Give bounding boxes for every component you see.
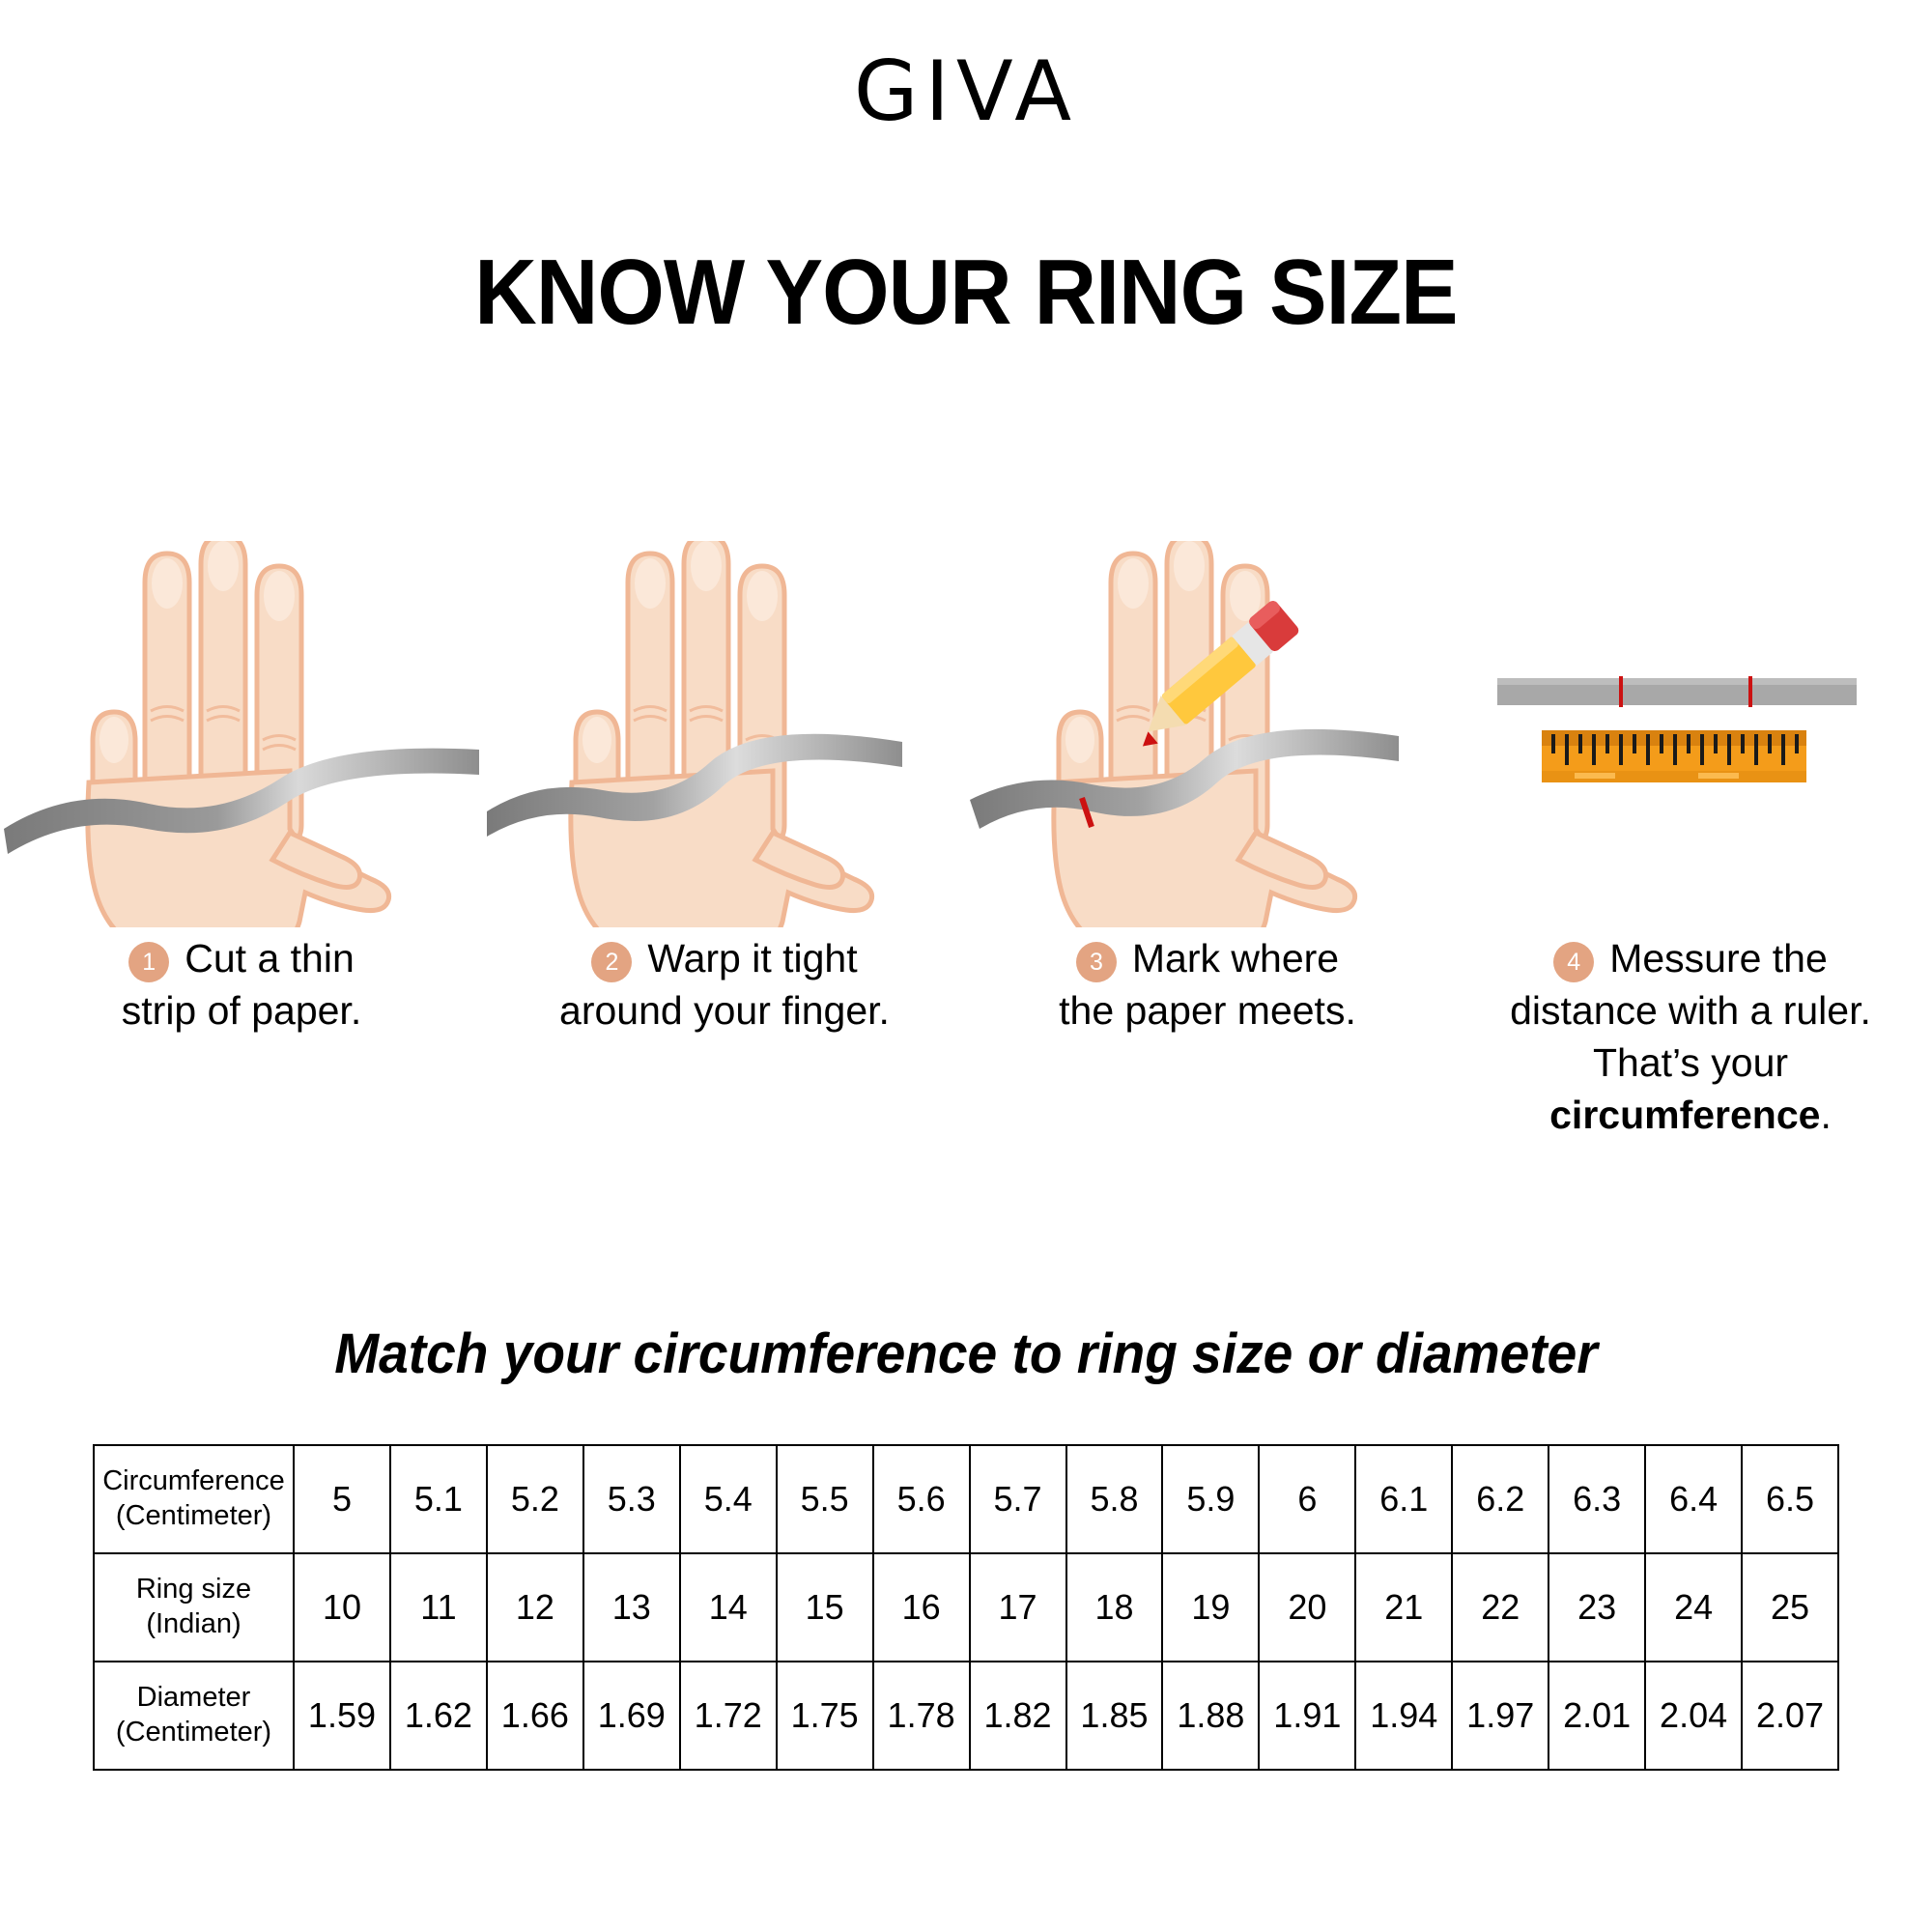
size-table-wrapper: Circumference (Centimeter) 5 5.1 5.2 5.3 … xyxy=(93,1444,1839,1771)
cell: 21 xyxy=(1354,1552,1454,1662)
step-2-badge: 2 xyxy=(591,942,633,982)
hand-with-paper-strip-icon xyxy=(0,541,483,927)
cell: 2.04 xyxy=(1644,1661,1744,1771)
cell: 23 xyxy=(1548,1552,1647,1662)
ring-size-table: Circumference (Centimeter) 5 5.1 5.2 5.3 … xyxy=(93,1444,1839,1771)
step-captions-row: 1 Cut a thin strip of paper. 2 Warp it tig… xyxy=(0,932,1932,1137)
cell: 22 xyxy=(1451,1552,1550,1662)
cell: 1.69 xyxy=(582,1661,681,1771)
pencil-icon xyxy=(1142,601,1299,747)
cell: 18 xyxy=(1065,1552,1164,1662)
step-3-caption: 3 Mark where the paper meets. xyxy=(966,932,1449,1125)
cell: 5.4 xyxy=(678,1444,778,1554)
cell: 1.88 xyxy=(1161,1661,1261,1771)
step-4-caption: 4 Messure the distance with a ruler. That… xyxy=(1449,932,1932,1137)
step-3-badge: 3 xyxy=(1075,942,1117,982)
hand-pencil-mark-icon xyxy=(966,541,1449,927)
cell: 20 xyxy=(1258,1552,1357,1662)
step-2 xyxy=(483,541,966,1005)
cell: 17 xyxy=(968,1552,1067,1662)
steps-illustration-row xyxy=(0,541,1932,1005)
cell: 5.9 xyxy=(1161,1444,1261,1554)
cell: 25 xyxy=(1741,1552,1839,1662)
measured-strip xyxy=(1497,676,1857,707)
cell: 1.91 xyxy=(1258,1661,1357,1771)
row-label-diameter: Diameter (Centimeter) xyxy=(93,1661,295,1771)
step-1 xyxy=(0,541,483,1005)
table-row-circumference: Circumference (Centimeter) 5 5.1 5.2 5.3 … xyxy=(93,1444,1839,1554)
cell: 5.7 xyxy=(968,1444,1067,1554)
cell: 6.2 xyxy=(1451,1444,1550,1554)
cell: 1.85 xyxy=(1065,1661,1164,1771)
cell: 24 xyxy=(1644,1552,1744,1662)
cell: 5 xyxy=(293,1444,391,1554)
cell: 1.78 xyxy=(871,1661,971,1771)
page-title: KNOW YOUR RING SIZE xyxy=(474,241,1458,344)
step-1-line2: strip of paper. xyxy=(121,988,362,1034)
step-4-line2: distance with a ruler. xyxy=(1510,988,1871,1034)
step-4-badge: 4 xyxy=(1553,942,1595,982)
step-4-line3-bold: circumference xyxy=(1549,1093,1821,1138)
cell: 19 xyxy=(1161,1552,1261,1662)
cell: 13 xyxy=(582,1552,681,1662)
step-1-line1: Cut a thin xyxy=(185,936,355,980)
cell: 1.59 xyxy=(293,1661,391,1771)
cell: 2.01 xyxy=(1548,1661,1647,1771)
step-3 xyxy=(966,541,1449,1005)
cell: 1.75 xyxy=(775,1661,874,1771)
step-3-line2: the paper meets. xyxy=(1059,988,1356,1034)
cell: 6.1 xyxy=(1354,1444,1454,1554)
cell: 5.5 xyxy=(775,1444,874,1554)
cell: 1.94 xyxy=(1354,1661,1454,1771)
step-1-badge: 1 xyxy=(128,942,170,982)
cell: 5.2 xyxy=(485,1444,584,1554)
cell: 6.4 xyxy=(1644,1444,1744,1554)
step-2-caption: 2 Warp it tight around your finger. xyxy=(483,932,966,1125)
cell: 6.5 xyxy=(1741,1444,1839,1554)
cell: 16 xyxy=(871,1552,971,1662)
step-4 xyxy=(1449,541,1932,1005)
cell: 1.72 xyxy=(678,1661,778,1771)
cell: 1.97 xyxy=(1451,1661,1550,1771)
table-row-ring-size: Ring size (Indian) 10 11 12 13 14 15 16 1… xyxy=(93,1552,1839,1662)
cell: 5.6 xyxy=(871,1444,971,1554)
cell: 6 xyxy=(1258,1444,1357,1554)
cell: 5.3 xyxy=(582,1444,681,1554)
ruler-measure-icon xyxy=(1449,541,1932,927)
step-4-line3-post: . xyxy=(1820,1093,1832,1138)
step-4-line1: Messure the xyxy=(1609,936,1828,980)
cell: 1.66 xyxy=(485,1661,584,1771)
cell: 2.07 xyxy=(1741,1661,1839,1771)
cell: 11 xyxy=(388,1552,488,1662)
cell: 1.82 xyxy=(968,1661,1067,1771)
cell: 6.3 xyxy=(1548,1444,1647,1554)
cell: 5.8 xyxy=(1065,1444,1164,1554)
table-heading: Match your circumference to ring size or… xyxy=(334,1322,1598,1385)
row-label-ring-size: Ring size (Indian) xyxy=(93,1552,295,1662)
cell: 15 xyxy=(775,1552,874,1662)
step-3-line1: Mark where xyxy=(1131,936,1340,980)
step-1-caption: 1 Cut a thin strip of paper. xyxy=(0,932,483,1125)
cell: 1.62 xyxy=(388,1661,488,1771)
table-row-diameter: Diameter (Centimeter) 1.59 1.62 1.66 1.69… xyxy=(93,1661,1839,1771)
step-2-line1: Warp it tight xyxy=(647,936,858,980)
step-2-line2: around your finger. xyxy=(559,988,890,1034)
brand-logo: GIVA xyxy=(853,43,1079,140)
cell: 14 xyxy=(678,1552,778,1662)
hand-wrapping-paper-icon xyxy=(483,541,966,927)
ruler xyxy=(1542,730,1806,782)
cell: 12 xyxy=(485,1552,584,1662)
cell: 10 xyxy=(293,1552,391,1662)
row-label-circumference: Circumference (Centimeter) xyxy=(93,1444,295,1554)
step-4-line3-pre: That’s your xyxy=(1592,1040,1789,1086)
cell: 5.1 xyxy=(388,1444,488,1554)
